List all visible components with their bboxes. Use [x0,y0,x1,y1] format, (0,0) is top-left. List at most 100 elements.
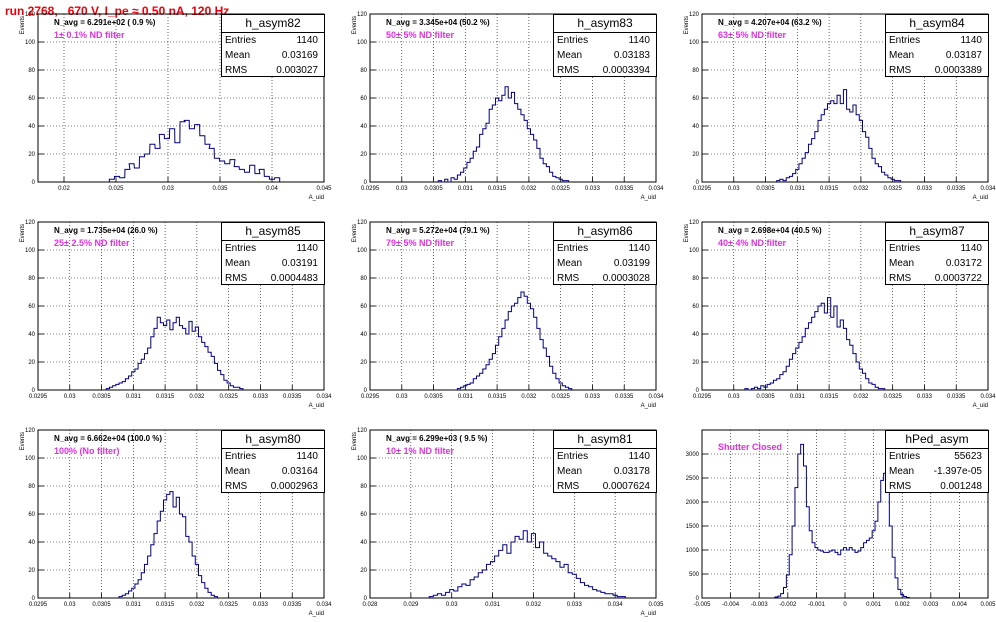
y-tick-label: 120 [689,12,700,18]
x-tick-label: 0.034 [608,602,624,608]
y-axis-label: Events [684,16,690,34]
y-tick-label: 60 [360,96,367,102]
y-axis-label: Events [20,432,26,450]
y-tick-label: 60 [28,96,35,102]
x-axis-label: A_uid [309,611,324,617]
histogram-bin [829,551,832,598]
x-tick-label: 0.0305 [756,394,775,400]
histogram-bin [145,154,150,182]
histogram-bin [179,326,182,390]
histogram-bin [826,552,829,598]
histogram-bin [527,303,530,390]
histogram-bin [853,105,856,182]
stats-value: 0.003027 [276,65,318,76]
stats-value: 0.0003394 [602,65,650,76]
histogram-title: h_asym87 [886,223,988,241]
histogram-bin [821,303,824,390]
histogram-bin [175,143,180,182]
histogram-bin [556,562,560,598]
histogram-bin [576,578,580,598]
histogram-bin [470,580,474,598]
y-tick-label: 80 [692,276,699,282]
stats-box: h_asym80 Entries 1140 Mean 0.03164 RMS 0.00029… [221,430,325,493]
histogram-bin [507,553,511,598]
x-tick-label: 0.0335 [615,394,634,400]
histogram-bin [502,328,505,390]
histogram-bin [548,556,552,598]
stats-value: 1140 [960,35,982,46]
x-tick-label: -0.004 [722,602,740,608]
x-tick-label: 0.0295 [29,602,48,608]
histogram-title: h_asym86 [554,223,656,241]
x-tick-label: 0.001 [866,602,882,608]
x-tick-label: 0.033 [917,186,933,192]
y-tick-label: 0 [364,596,368,602]
histogram-bin [474,577,478,598]
histogram-bin [834,104,837,182]
histogram-outline [776,89,902,182]
stats-value: 0.03169 [281,50,318,61]
histogram-bin [837,327,840,390]
x-tick-label: 0.033 [585,186,601,192]
x-tick-label: 0.031 [126,394,142,400]
histogram-bin [202,342,205,390]
x-tick-label: 0.004 [952,602,968,608]
y-axis-label: Events [352,432,358,450]
stats-value: 1140 [960,243,982,254]
navg-label: N_avg = 6.291e+02 ( 0.9 %) [54,18,156,27]
y-tick-label: 20 [692,152,699,158]
stats-row-rms: RMS 0.003027 [222,63,324,78]
histogram-bin [812,543,815,598]
stats-label: Mean [557,466,583,477]
histogram-bin [564,564,568,598]
stats-label: Mean [557,258,583,269]
stats-value: 55623 [954,451,982,462]
histogram-bin [115,176,120,182]
histogram-outline [456,291,573,390]
histogram-bin [499,550,503,598]
x-tick-label: 0.03 [728,394,740,400]
stats-label: Entries [225,243,257,254]
stats-label: Entries [225,451,257,462]
x-tick-label: 0.034 [648,394,664,400]
x-tick-label: 0.0325 [883,394,902,400]
histogram-pad: -0.005 -0.004 -0.003 -0.002 -0.001 0 0.001 0.00… [679,429,996,622]
stats-row-entries: Entries 1140 [886,241,988,256]
stats-label: RMS [557,273,580,284]
y-tick-label: 20 [28,152,35,158]
y-tick-label: 100 [25,40,36,46]
histogram-bin [180,122,185,182]
x-tick-label: 0.0295 [29,394,48,400]
stats-label: RMS [225,481,248,492]
y-tick-label: 120 [357,428,368,434]
y-tick-label: 0 [364,388,368,394]
stats-row-rms: RMS 0.0003722 [886,271,988,286]
stats-value: 0.03178 [613,466,650,477]
histogram-pad: 0.0295 0.03 0.0305 0.031 0.0315 0.032 0.0325 0.… [15,428,333,622]
histogram-bin [200,136,205,182]
histogram-bin [486,123,489,182]
histogram-title: h_asym83 [554,15,656,33]
histogram-bin [808,323,811,390]
stats-label: RMS [557,65,580,76]
x-tick-label: 0.03 [64,602,76,608]
histogram-bin [234,167,239,182]
stats-row-mean: Mean 0.03164 [222,464,324,479]
histogram-bin [502,95,505,182]
y-tick-label: 1500 [686,524,700,530]
stats-row-rms: RMS 0.0003389 [886,63,988,78]
y-tick-label: 100 [25,248,36,254]
x-axis-label: A_uid [641,195,656,201]
histogram-svg: 0.028 0.029 0.03 0.031 0.032 0.033 0.034 0.035 0… [352,428,664,617]
histogram-bin [505,320,508,390]
navg-label: N_avg = 6.299e+03 ( 9.5 %) [386,434,488,443]
x-tick-label: 0.034 [648,186,664,192]
filter-annotation: 25± 2.5% ND filter [54,238,130,248]
histogram-bin [170,129,175,182]
histogram-bin [198,337,201,390]
y-tick-label: 120 [25,12,36,18]
navg-label: N_avg = 6.662e+04 (100.0 %) [54,434,162,443]
y-tick-label: 60 [692,96,699,102]
x-tick-label: 0.033 [585,394,601,400]
histogram-bin [535,548,539,598]
